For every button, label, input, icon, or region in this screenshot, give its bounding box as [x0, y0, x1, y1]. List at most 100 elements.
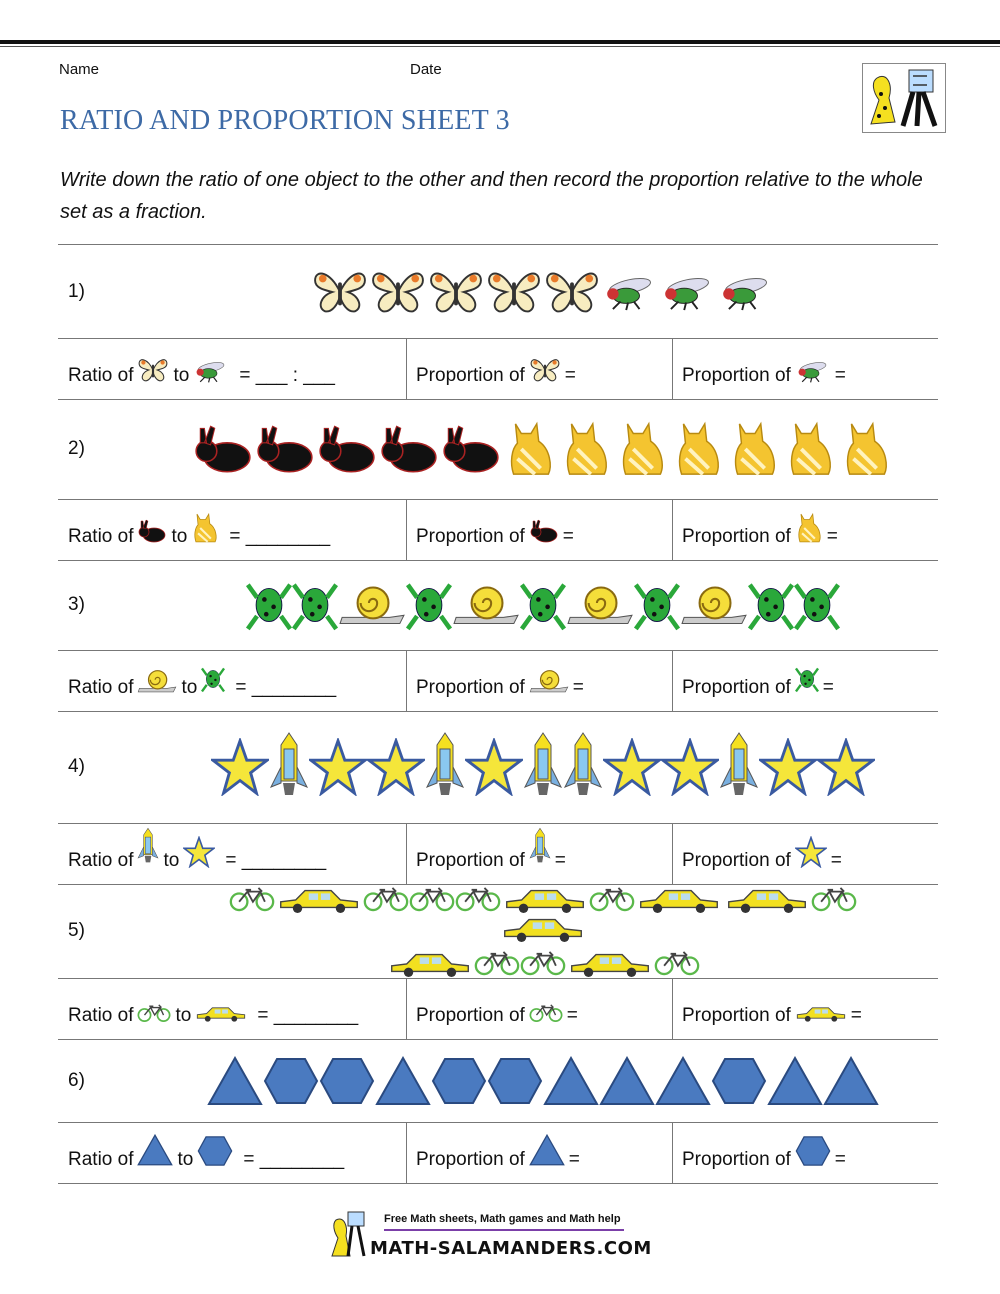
rabbit-icon: [137, 518, 167, 544]
frog-icon: [292, 575, 338, 635]
equals-sign[interactable]: =: [834, 365, 846, 386]
fly-icon: [601, 273, 659, 311]
hexagon-icon: [319, 1056, 375, 1106]
snail-icon: [137, 667, 177, 695]
answer-row-5: Ratio of to = ________ Proportion of = Prop…: [58, 978, 938, 1039]
question-2: 2): [58, 399, 938, 499]
proportion-of-label: Proportion of: [682, 677, 791, 698]
hexagon-icon: [795, 1135, 831, 1167]
snail-icon: [566, 582, 634, 628]
ratio-cell: Ratio of to = ___ : ___: [68, 338, 402, 399]
ratio-answer-blank[interactable]: = ___ : ___: [239, 365, 335, 386]
proportion-b-cell: Proportion of =: [682, 823, 934, 884]
frog-icon: [406, 575, 452, 635]
to-label: to: [175, 1005, 192, 1026]
proportion-of-label: Proportion of: [682, 365, 791, 386]
question-4: 4): [58, 711, 938, 823]
proportion-a-cell: Proportion of =: [416, 978, 668, 1039]
question-number: 2): [68, 438, 85, 459]
column-divider: [406, 338, 407, 399]
column-divider: [672, 499, 673, 560]
ratio-answer-blank[interactable]: = ________: [229, 526, 331, 547]
divider: [58, 978, 938, 979]
name-label: Name: [59, 61, 100, 78]
answer-row-1: Ratio of to = ___ : ___ Proportion of = Pro…: [58, 338, 938, 399]
question-6: 6): [58, 1039, 938, 1122]
snail-icon: [338, 582, 406, 628]
equals-sign[interactable]: =: [564, 365, 576, 386]
proportion-a-cell: Proportion of =: [416, 823, 668, 884]
proportion-of-label: Proportion of: [416, 1005, 525, 1026]
car-icon: [501, 885, 589, 913]
ratio-answer-blank[interactable]: = ________: [225, 850, 327, 871]
proportion-of-label: Proportion of: [682, 850, 791, 871]
equals-sign[interactable]: =: [826, 526, 838, 547]
divider: [58, 1039, 938, 1040]
rabbit-icon: [316, 424, 378, 474]
answer-row-2: Ratio of to = ________ Proportion of = Prop…: [58, 499, 938, 560]
ratio-answer-blank[interactable]: = ________: [235, 677, 337, 698]
triangle-icon: [655, 1056, 711, 1106]
equals-sign[interactable]: =: [850, 1005, 862, 1026]
ratio-of-label: Ratio of: [68, 850, 134, 871]
bike-icon: [409, 886, 455, 912]
equals-sign[interactable]: =: [562, 526, 574, 547]
divider: [58, 711, 938, 712]
equals-sign[interactable]: =: [568, 1149, 580, 1170]
snail-icon: [452, 582, 520, 628]
ratio-answer-blank[interactable]: = ________: [243, 1149, 345, 1170]
hexagon-icon: [711, 1056, 767, 1106]
question-number: 5): [68, 920, 85, 941]
ratio-of-label: Ratio of: [68, 1005, 134, 1026]
object-set: [148, 884, 938, 978]
star-icon: [309, 738, 367, 796]
footer-line: [384, 1229, 624, 1231]
proportion-of-label: Proportion of: [682, 1149, 791, 1170]
frog-icon: [794, 575, 840, 635]
frog-icon: [634, 575, 680, 635]
equals-sign[interactable]: =: [822, 677, 834, 698]
column-divider: [672, 1122, 673, 1183]
question-number: 6): [68, 1069, 85, 1091]
divider: [58, 1122, 938, 1123]
equals-sign[interactable]: =: [572, 677, 584, 698]
rocket-icon: [529, 826, 551, 868]
proportion-of-label: Proportion of: [416, 365, 525, 386]
bike-icon: [229, 886, 275, 912]
star-icon: [367, 738, 425, 796]
divider: [58, 884, 938, 885]
object-set: [148, 711, 938, 823]
ratio-cell: Ratio of to = ________: [68, 499, 402, 560]
footer-logo: Free Math sheets, Math games and Math he…: [330, 1210, 670, 1270]
car-icon: [723, 885, 811, 913]
triangle-icon: [137, 1133, 173, 1167]
cat-icon: [838, 420, 894, 478]
to-label: to: [171, 526, 188, 547]
triangle-icon: [823, 1056, 879, 1106]
fly-icon: [193, 359, 229, 383]
rocket-icon: [563, 729, 603, 805]
ratio-cell: Ratio of to = ________: [68, 823, 402, 884]
snail-icon: [529, 667, 569, 695]
ratio-cell: Ratio of to = ________: [68, 978, 402, 1039]
equals-sign[interactable]: =: [566, 1005, 578, 1026]
fly-icon: [659, 273, 717, 311]
question-number: 4): [68, 756, 85, 777]
fly-icon: [717, 273, 775, 311]
to-label: to: [181, 677, 198, 698]
proportion-of-label: Proportion of: [416, 850, 525, 871]
equals-sign[interactable]: =: [834, 1149, 846, 1170]
date-label: Date: [410, 61, 442, 78]
star-icon: [759, 738, 817, 796]
frog-icon: [201, 663, 225, 695]
equals-sign[interactable]: =: [830, 850, 842, 871]
ratio-answer-blank[interactable]: = ________: [257, 1005, 359, 1026]
ratio-cell: Ratio of to = ________: [68, 650, 402, 711]
equals-sign[interactable]: =: [554, 850, 566, 871]
star-icon: [211, 738, 269, 796]
cat-icon: [795, 512, 823, 544]
top-border-thin: [0, 46, 1000, 47]
butterfly-icon: [485, 269, 543, 315]
divider: [58, 399, 938, 400]
cat-icon: [726, 420, 782, 478]
